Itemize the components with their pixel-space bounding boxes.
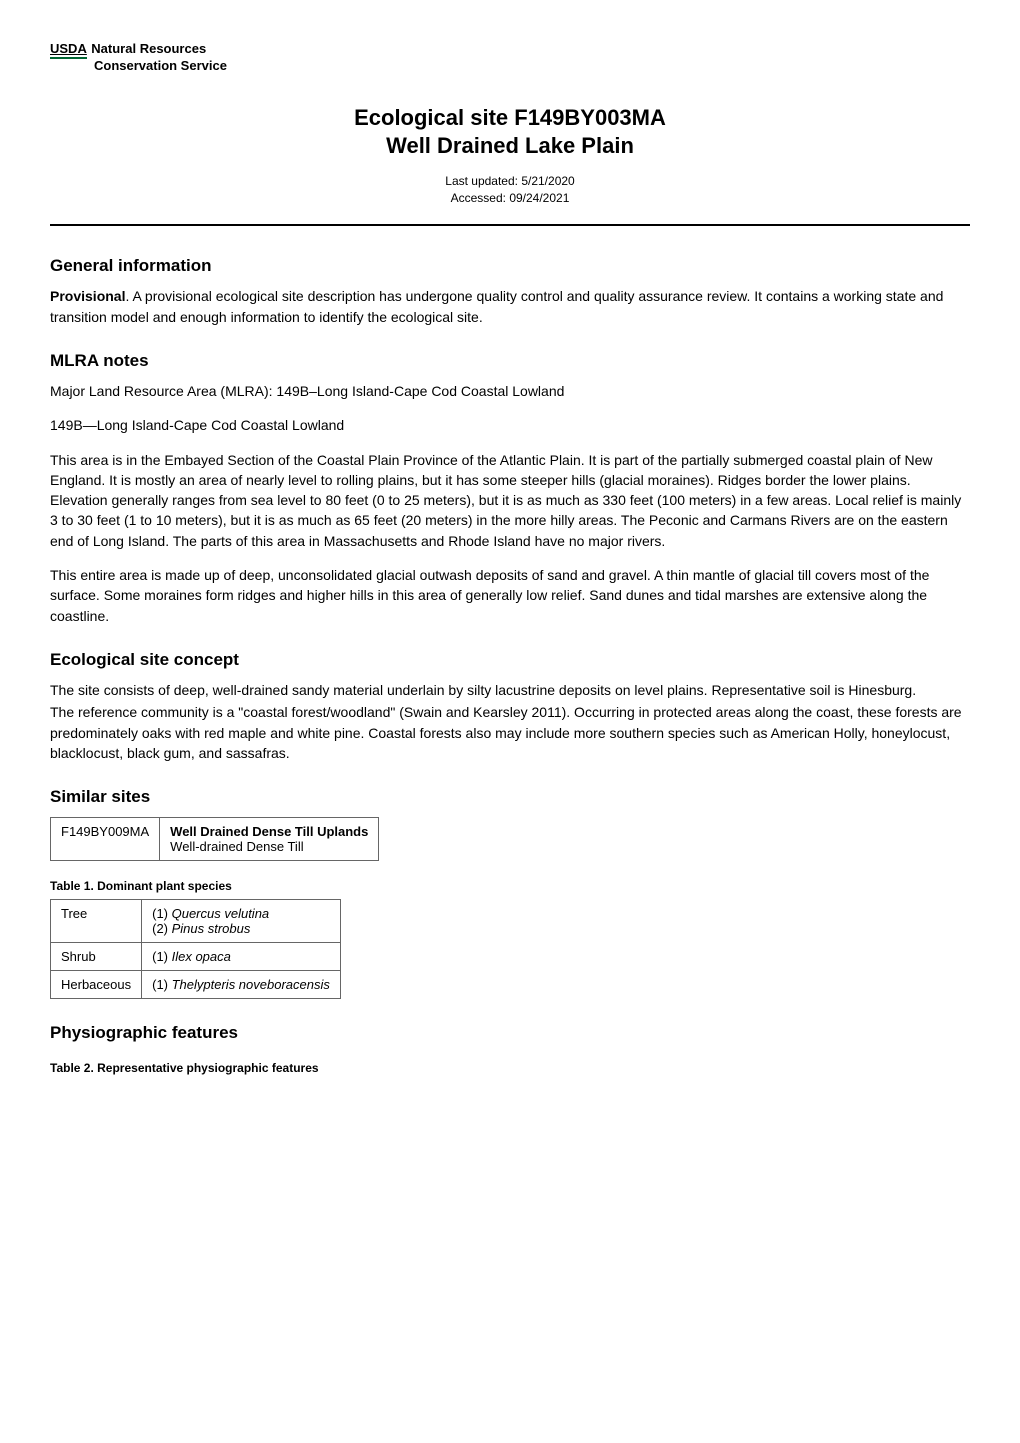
logo-top-row: USDA Natural Resources xyxy=(50,40,227,58)
heading-similar-sites: Similar sites xyxy=(50,787,970,807)
similar-site-name-cell: Well Drained Dense Till Uplands Well-dra… xyxy=(160,818,379,861)
similar-site-code: F149BY009MA xyxy=(51,818,160,861)
dominant-species-table: Tree (1) Quercus velutina (2) Pinus stro… xyxy=(50,899,341,999)
species-category: Shrub xyxy=(51,943,142,971)
logo-block: USDA Natural Resources Conservation Serv… xyxy=(50,40,970,74)
table-row: Tree (1) Quercus velutina (2) Pinus stro… xyxy=(51,900,341,943)
species-category: Herbaceous xyxy=(51,971,142,999)
mlra-para-3: This area is in the Embayed Section of t… xyxy=(50,450,970,551)
last-updated-value: 5/21/2020 xyxy=(521,174,574,188)
accessed-value: 09/24/2021 xyxy=(509,191,569,205)
para-general-info: Provisional. A provisional ecological si… xyxy=(50,286,970,327)
heading-general-info: General information xyxy=(50,256,970,276)
mlra-para-4: This entire area is made up of deep, unc… xyxy=(50,565,970,626)
table-1-caption: Table 1. Dominant plant species xyxy=(50,879,970,893)
species-category: Tree xyxy=(51,900,142,943)
species-prefix: (1) xyxy=(152,949,172,964)
heading-physiographic: Physiographic features xyxy=(50,1023,970,1043)
title-line-1: Ecological site F149BY003MA xyxy=(354,105,666,130)
similar-sites-table: F149BY009MA Well Drained Dense Till Upla… xyxy=(50,817,379,861)
divider xyxy=(50,224,970,226)
ecosite-para-1: The site consists of deep, well-drained … xyxy=(50,680,970,700)
logo-line-1: Natural Resources xyxy=(91,41,206,56)
logo-line-2: Conservation Service xyxy=(50,58,227,74)
mlra-para-2: 149B—Long Island-Cape Cod Coastal Lowlan… xyxy=(50,415,970,435)
heading-mlra-notes: MLRA notes xyxy=(50,351,970,371)
species-name: Ilex opaca xyxy=(172,949,231,964)
species-prefix: (1) xyxy=(152,906,172,921)
similar-site-name-bold: Well Drained Dense Till Uplands xyxy=(170,824,368,839)
species-name: Thelypteris noveboracensis xyxy=(172,977,330,992)
table-row: Shrub (1) Ilex opaca xyxy=(51,943,341,971)
table-2-caption: Table 2. Representative physiographic fe… xyxy=(50,1061,970,1075)
species-name: Pinus strobus xyxy=(172,921,251,936)
species-name: Quercus velutina xyxy=(172,906,270,921)
species-prefix: (2) xyxy=(152,921,172,936)
species-cell: (1) Ilex opaca xyxy=(142,943,341,971)
last-updated-label: Last updated: xyxy=(445,174,521,188)
meta-block: Last updated: 5/21/2020 Accessed: 09/24/… xyxy=(50,173,970,207)
logo-text-wrap: USDA Natural Resources Conservation Serv… xyxy=(50,40,227,74)
similar-site-name-sub: Well-drained Dense Till xyxy=(170,839,303,854)
ecosite-para-2: The reference community is a "coastal fo… xyxy=(50,702,970,763)
provisional-prefix: Provisional xyxy=(50,288,125,304)
table-row: F149BY009MA Well Drained Dense Till Upla… xyxy=(51,818,379,861)
mlra-para-1: Major Land Resource Area (MLRA): 149B–Lo… xyxy=(50,381,970,401)
species-cell: (1) Thelypteris noveboracensis xyxy=(142,971,341,999)
table-row: Herbaceous (1) Thelypteris noveboracensi… xyxy=(51,971,341,999)
logo-usda-text: USDA xyxy=(50,41,87,59)
accessed-label: Accessed: xyxy=(451,191,510,205)
species-cell: (1) Quercus velutina (2) Pinus strobus xyxy=(142,900,341,943)
species-prefix: (1) xyxy=(152,977,172,992)
provisional-text: . A provisional ecological site descript… xyxy=(50,288,943,324)
page-title: Ecological site F149BY003MA Well Drained… xyxy=(50,104,970,161)
heading-ecosite-concept: Ecological site concept xyxy=(50,650,970,670)
title-line-2: Well Drained Lake Plain xyxy=(386,133,634,158)
